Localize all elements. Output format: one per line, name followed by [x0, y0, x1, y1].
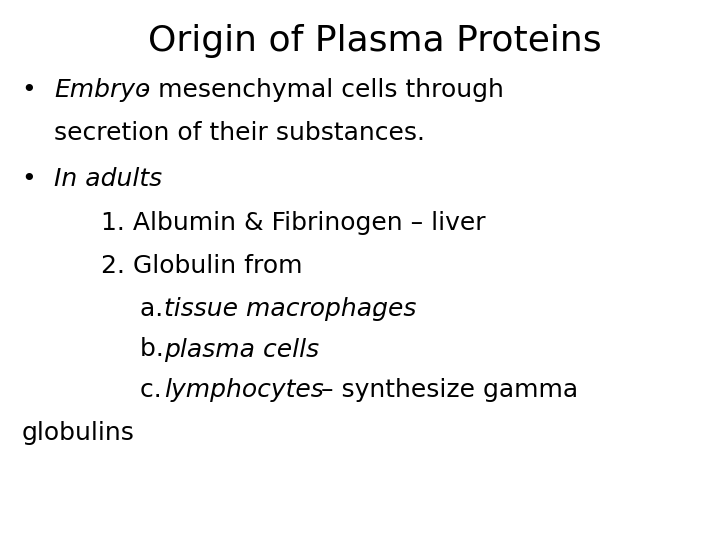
Text: In adults: In adults	[54, 167, 162, 191]
Text: tissue macrophages: tissue macrophages	[164, 297, 417, 321]
Text: Embryo: Embryo	[54, 78, 150, 102]
Text: lymphocytes: lymphocytes	[164, 378, 324, 402]
Text: secretion of their substances.: secretion of their substances.	[54, 122, 425, 145]
Text: 1. Albumin & Fibrinogen – liver: 1. Albumin & Fibrinogen – liver	[101, 211, 485, 234]
Text: •: •	[22, 167, 36, 191]
Text: a.: a.	[140, 297, 171, 321]
Text: Origin of Plasma Proteins: Origin of Plasma Proteins	[148, 24, 601, 58]
Text: 2. Globulin from: 2. Globulin from	[101, 254, 302, 278]
Text: – synthesize gamma: – synthesize gamma	[313, 378, 578, 402]
Text: c.: c.	[140, 378, 170, 402]
Text: b.: b.	[140, 338, 172, 361]
Text: plasma cells: plasma cells	[164, 338, 319, 361]
Text: .: .	[371, 297, 379, 321]
Text: •: •	[22, 78, 36, 102]
Text: - mesenchymal cells through: - mesenchymal cells through	[133, 78, 504, 102]
Text: globulins: globulins	[22, 421, 135, 445]
